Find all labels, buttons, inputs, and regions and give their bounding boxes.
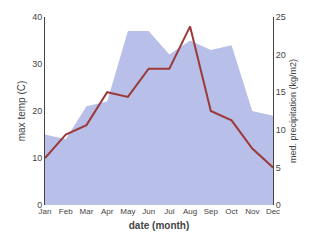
svg-text:20: 20 xyxy=(276,50,286,60)
svg-text:25: 25 xyxy=(276,12,286,22)
svg-text:Mar: Mar xyxy=(80,207,94,216)
svg-text:Nov: Nov xyxy=(245,207,259,216)
svg-text:Jan: Jan xyxy=(39,207,52,216)
svg-text:Jun: Jun xyxy=(142,207,155,216)
svg-text:Dec: Dec xyxy=(266,207,280,216)
svg-text:date (month): date (month) xyxy=(129,220,190,231)
svg-text:May: May xyxy=(120,207,135,216)
svg-text:40: 40 xyxy=(32,12,42,22)
svg-text:15: 15 xyxy=(276,87,286,97)
svg-text:Sep: Sep xyxy=(204,207,219,216)
svg-text:10: 10 xyxy=(276,125,286,135)
svg-text:Apr: Apr xyxy=(101,207,114,216)
svg-text:30: 30 xyxy=(32,59,42,69)
svg-text:Oct: Oct xyxy=(225,207,238,216)
svg-text:Aug: Aug xyxy=(183,207,197,216)
svg-text:med. precipitation (kg/m2): med. precipitation (kg/m2) xyxy=(288,59,298,163)
svg-text:10: 10 xyxy=(32,153,42,163)
svg-text:max temp (C): max temp (C) xyxy=(16,81,27,142)
svg-text:0: 0 xyxy=(276,200,281,210)
svg-text:Jul: Jul xyxy=(164,207,174,216)
svg-text:5: 5 xyxy=(276,163,281,173)
svg-text:0: 0 xyxy=(37,200,42,210)
svg-text:20: 20 xyxy=(32,106,42,116)
svg-text:Feb: Feb xyxy=(59,207,73,216)
